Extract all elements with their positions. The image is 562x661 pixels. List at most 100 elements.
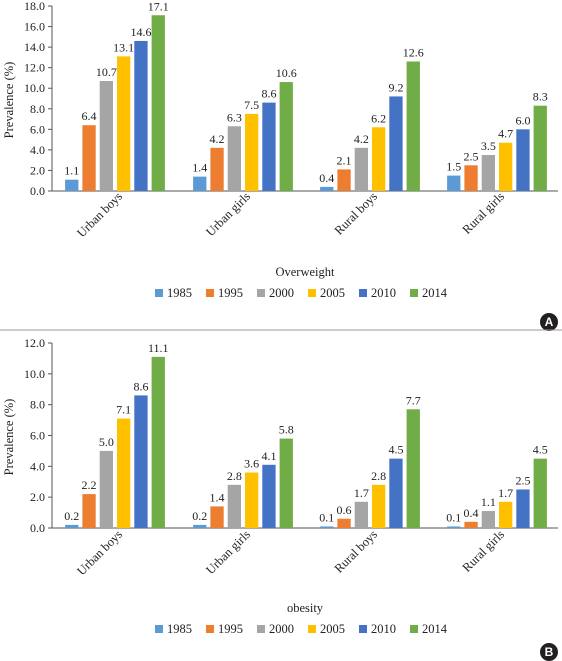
data-label: 1.5 — [446, 160, 461, 174]
y-tick-label: 6.0 — [30, 429, 45, 443]
data-label: 0.6 — [337, 503, 352, 517]
bar-2014-urban-boys — [151, 15, 165, 191]
y-tick-label: 12.0 — [24, 336, 45, 350]
bar-2010-urban-boys — [134, 40, 148, 191]
bar-1985-urban-boys — [65, 524, 79, 528]
data-label: 4.7 — [498, 127, 513, 141]
y-tick-label: 10.0 — [24, 367, 45, 381]
legend-swatch — [359, 625, 367, 633]
bar-2014-rural-girls — [533, 458, 547, 528]
data-label: 12.6 — [403, 46, 424, 60]
bar-1985-urban-girls — [193, 524, 207, 528]
y-tick-label: 8.0 — [30, 398, 45, 412]
bar-2010-rural-girls — [516, 489, 530, 528]
bar-2005-urban-girls — [245, 113, 259, 191]
y-tick-label: 10.0 — [24, 81, 45, 95]
bar-2010-urban-boys — [134, 395, 148, 528]
legend-swatch — [257, 289, 265, 297]
data-label: 1.4 — [210, 490, 225, 504]
bar-1985-rural-girls — [447, 175, 461, 191]
data-label: 1.1 — [481, 495, 496, 509]
legend-swatch — [155, 289, 163, 297]
y-tick-label: 4.0 — [30, 459, 45, 473]
data-label: 10.7 — [96, 65, 117, 79]
bar-2010-rural-boys — [389, 458, 403, 528]
data-label: 4.5 — [533, 443, 548, 457]
bar-1995-rural-boys — [337, 169, 351, 191]
bar-2005-urban-girls — [245, 472, 259, 528]
legend-label: 1985 — [167, 622, 192, 636]
legend: 1985 1995 2000 2005 2010 2014 — [155, 286, 448, 300]
category-label: Urban girls — [203, 527, 253, 577]
data-label: 3.6 — [244, 457, 259, 471]
chart-panel-b: 0.0 2.0 4.0 6.0 8.0 10.0 12.0 Prevalence (%) obe… — [2, 336, 558, 661]
bar-2010-urban-girls — [262, 464, 276, 528]
bar-2000-urban-girls — [227, 484, 241, 528]
panel-letter: B — [545, 645, 554, 659]
data-label: 6.4 — [82, 109, 97, 123]
legend-swatch — [359, 289, 367, 297]
data-label: 1.7 — [498, 486, 513, 500]
legend-label: 1985 — [167, 286, 192, 300]
bar-2000-rural-girls — [481, 155, 495, 191]
bar-2005-urban-boys — [117, 418, 131, 528]
data-label: 0.1 — [446, 510, 461, 524]
data-label: 9.2 — [388, 80, 403, 94]
category-label: Rural boys — [332, 189, 381, 238]
bar-1985-rural-boys — [320, 526, 334, 528]
y-tick-label: 6.0 — [30, 122, 45, 136]
legend-label: 2010 — [371, 622, 396, 636]
data-label: 4.1 — [261, 449, 276, 463]
bar-2010-rural-boys — [389, 96, 403, 191]
data-label: 6.2 — [371, 111, 386, 125]
data-label: 13.1 — [113, 40, 134, 54]
bar-1995-rural-boys — [337, 518, 351, 528]
data-label: 2.5 — [515, 473, 530, 487]
x-axis-title: Overweight — [275, 265, 335, 279]
bar-2000-rural-girls — [481, 511, 495, 528]
bar-2014-urban-girls — [279, 82, 293, 191]
data-label: 5.0 — [99, 435, 114, 449]
data-label: 8.3 — [533, 90, 548, 104]
legend-swatch — [155, 625, 163, 633]
data-label: 2.2 — [82, 478, 97, 492]
legend-label: 1995 — [218, 286, 243, 300]
y-tick-label: 0.0 — [30, 184, 45, 198]
data-label: 0.2 — [64, 509, 79, 523]
bar-1995-rural-girls — [464, 165, 478, 191]
legend-swatch — [308, 289, 316, 297]
chart-panel-a: 0.0 2.0 4.0 6.0 8.0 10.0 12.0 14.0 16.0 18.0 Preva… — [2, 0, 558, 331]
category-label: Urban girls — [203, 189, 253, 239]
legend-swatch — [257, 625, 265, 633]
data-label: 2.8 — [227, 469, 242, 483]
y-tick-label: 14.0 — [24, 40, 45, 54]
data-label: 0.1 — [319, 510, 334, 524]
bar-2010-rural-girls — [516, 129, 530, 191]
legend-label: 2014 — [422, 622, 448, 636]
bar-2005-urban-boys — [117, 56, 131, 191]
data-label: 0.4 — [319, 171, 334, 185]
bar-1995-urban-girls — [210, 147, 224, 191]
bar-2014-rural-boys — [406, 61, 420, 191]
legend-label: 2000 — [269, 622, 294, 636]
bar-1995-rural-girls — [464, 521, 478, 528]
data-label: 5.8 — [279, 423, 294, 437]
bar-1985-urban-boys — [65, 179, 79, 191]
panel-letter: A — [545, 315, 554, 329]
data-label: 6.3 — [227, 110, 242, 124]
data-label: 1.4 — [192, 161, 207, 175]
bar-2005-rural-girls — [499, 142, 513, 191]
data-label: 7.5 — [244, 98, 259, 112]
data-label: 1.1 — [64, 164, 79, 178]
panel-badge — [540, 643, 558, 661]
y-tick-label: 2.0 — [30, 490, 45, 504]
bar-2000-urban-boys — [99, 450, 113, 528]
data-label: 0.2 — [192, 509, 207, 523]
y-tick-label: 4.0 — [30, 143, 45, 157]
legend-label: 1995 — [218, 622, 243, 636]
data-label: 7.7 — [406, 393, 421, 407]
bar-2014-rural-boys — [406, 409, 420, 528]
bar-1995-urban-boys — [82, 125, 96, 191]
data-label: 4.2 — [210, 132, 225, 146]
